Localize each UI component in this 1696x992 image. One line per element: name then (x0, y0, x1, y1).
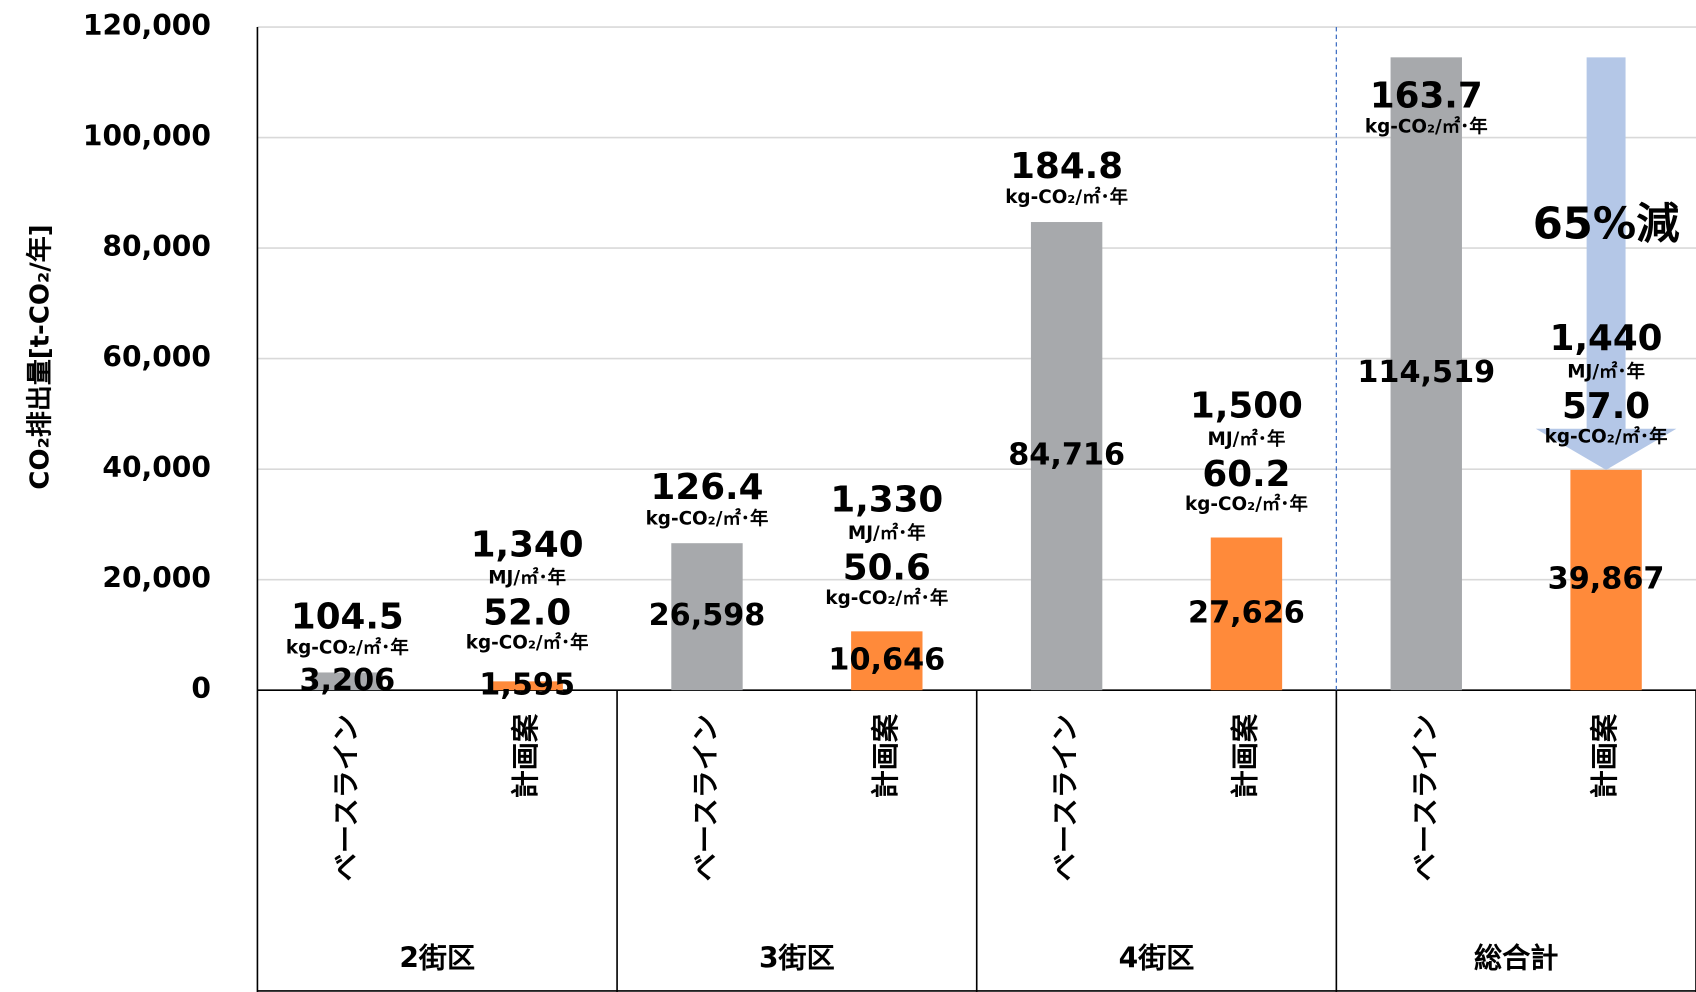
co2-unit: kg-CO₂/㎡･年 (1545, 425, 1668, 447)
bar-category-label: ベースライン (329, 714, 362, 881)
value-label: 1,595 (479, 667, 575, 702)
group-label: 総合計 (1474, 942, 1558, 975)
co2-unit: kg-CO₂/㎡･年 (825, 587, 948, 609)
co2-unit: kg-CO₂/㎡･年 (1005, 186, 1128, 208)
bar (671, 543, 743, 691)
energy-unit: MJ/㎡･年 (848, 522, 926, 544)
energy-unit: MJ/㎡･年 (1208, 428, 1286, 450)
co2-intensity: 57.0 (1562, 386, 1650, 427)
energy-unit: MJ/㎡･年 (488, 567, 566, 589)
y-axis-label: CO₂排出量[t-CO₂/年] (25, 224, 56, 489)
y-tick-label: 100,000 (83, 120, 211, 153)
co2-intensity: 50.6 (843, 548, 931, 589)
bar-category-label: 計画案 (509, 713, 542, 798)
value-label: 3,206 (299, 663, 395, 698)
co2-unit: kg-CO₂/㎡･年 (286, 637, 409, 659)
bar-category-label: 計画案 (1228, 713, 1261, 798)
value-label: 39,867 (1548, 562, 1665, 597)
value-label: 114,519 (1357, 355, 1495, 390)
y-tick-label: 60,000 (102, 341, 210, 374)
bar (1390, 57, 1462, 691)
co2-intensity: 163.7 (1370, 75, 1483, 116)
bar-category-label: ベースライン (1049, 714, 1082, 881)
energy-intensity: 1,440 (1550, 318, 1663, 359)
energy-intensity: 1,500 (1190, 386, 1303, 427)
co2-intensity: 104.5 (291, 596, 404, 637)
y-tick-label: 120,000 (83, 9, 211, 42)
bar (1570, 469, 1642, 691)
bar-category-label: 計画案 (869, 713, 902, 798)
reduction-arrow (1535, 57, 1677, 470)
co2-unit: kg-CO₂/㎡･年 (1365, 116, 1488, 138)
value-label: 26,598 (649, 598, 766, 633)
bar-category-label: ベースライン (1408, 714, 1441, 881)
co2-intensity: 184.8 (1010, 146, 1123, 187)
co2-intensity: 126.4 (651, 467, 764, 508)
y-tick-label: 80,000 (102, 230, 210, 263)
group-label: 4街区 (1119, 942, 1195, 975)
bar (311, 672, 384, 691)
value-label: 10,646 (828, 642, 945, 677)
reduction-label: 65%減 (1533, 200, 1680, 250)
co2-unit: kg-CO₂/㎡･年 (646, 507, 769, 529)
bar (851, 631, 923, 691)
co2-intensity: 52.0 (483, 592, 571, 633)
bar-category-label: 計画案 (1588, 713, 1621, 798)
value-label: 27,626 (1188, 595, 1305, 630)
co2-unit: kg-CO₂/㎡･年 (1185, 493, 1308, 515)
co2-intensity: 60.2 (1202, 454, 1290, 495)
bar (491, 681, 563, 691)
group-label: 3街区 (759, 942, 835, 975)
energy-unit: MJ/㎡･年 (1567, 361, 1645, 383)
bar (1210, 537, 1283, 691)
y-tick-label: 0 (191, 672, 211, 705)
co2-unit: kg-CO₂/㎡･年 (466, 632, 589, 654)
y-tick-label: 40,000 (102, 451, 210, 484)
energy-intensity: 1,330 (830, 480, 943, 521)
y-tick-label: 20,000 (102, 562, 210, 595)
value-label: 84,716 (1008, 438, 1125, 473)
bar-category-label: ベースライン (689, 714, 722, 881)
bar (1030, 222, 1103, 691)
group-label: 2街区 (399, 942, 475, 975)
energy-intensity: 1,340 (471, 524, 584, 565)
